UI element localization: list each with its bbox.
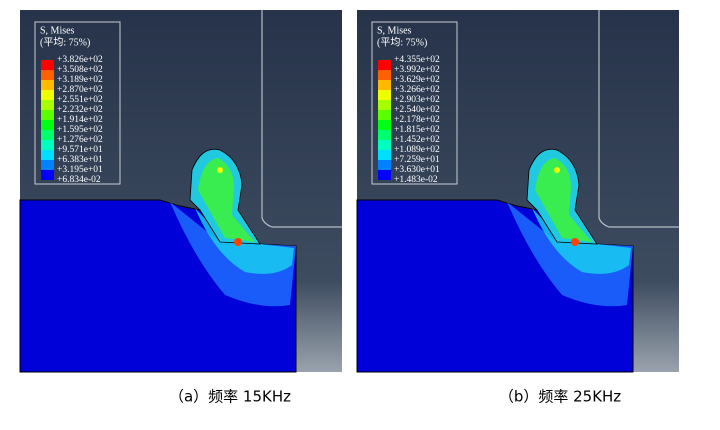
legend-label: +3.992e+02 — [394, 65, 440, 75]
legend-label: +2.551e+02 — [57, 95, 103, 105]
legend-label: +3.826e+02 — [57, 55, 103, 65]
legend-label: +6.834e-02 — [57, 175, 101, 185]
legend-swatch — [41, 130, 54, 140]
legend-label: +1.276e+02 — [57, 135, 103, 145]
legend-box — [34, 21, 121, 185]
legend-label: +1.815e+02 — [394, 125, 440, 135]
legend-label: +2.178e+02 — [394, 115, 440, 125]
chip-stress — [535, 158, 592, 242]
legend-swatch — [41, 110, 54, 120]
legend-label: +3.189e+02 — [57, 75, 103, 85]
legend-swatch — [378, 60, 391, 70]
legend-label: +2.540e+02 — [394, 105, 440, 115]
legend-swatch — [41, 70, 54, 80]
legend-swatch — [378, 170, 391, 180]
tool — [598, 10, 679, 228]
legend-swatch — [378, 100, 391, 110]
legend-label: +1.089e+02 — [394, 145, 440, 155]
legend-swatch — [41, 100, 54, 110]
legend-label: +1.914e+02 — [57, 115, 103, 125]
legend-label: +2.232e+02 — [57, 105, 103, 115]
hot-spot — [217, 167, 223, 173]
stress-zone — [195, 208, 294, 274]
caption: （a）频率 15KHz — [169, 388, 291, 406]
legend-swatch — [378, 90, 391, 100]
legend-swatch — [41, 120, 54, 130]
legend-label: +1.595e+02 — [57, 125, 103, 135]
legend-label: +6.383e+01 — [57, 155, 103, 165]
legend-subtitle: (平均: 75%) — [377, 36, 427, 48]
legend-swatch — [378, 110, 391, 120]
legend-swatch — [41, 60, 54, 70]
legend-swatch — [378, 80, 391, 90]
legend-swatch — [378, 130, 391, 140]
hot-spot — [554, 167, 560, 173]
legend-label: +3.629e+02 — [394, 75, 440, 85]
legend-swatch — [41, 90, 54, 100]
legend-label: +7.259e+01 — [394, 155, 440, 165]
legend-label: +2.870e+02 — [57, 85, 103, 95]
hot-spot — [571, 238, 579, 246]
legend-title: S, Mises — [377, 25, 412, 36]
legend-swatch — [378, 120, 391, 130]
legend-label: +4.355e+02 — [394, 55, 440, 65]
chip-stress — [198, 158, 255, 242]
legend-swatch — [41, 140, 54, 150]
legend-swatch — [378, 150, 391, 160]
legend-label: +3.630e+01 — [394, 165, 440, 175]
legend-label: +3.266e+02 — [394, 85, 440, 95]
legend-label: +3.508e+02 — [57, 65, 103, 75]
legend-swatch — [378, 160, 391, 170]
legend-box — [371, 21, 458, 185]
legend-swatch — [378, 140, 391, 150]
legend-swatch — [41, 170, 54, 180]
legend-swatch — [378, 70, 391, 80]
legend-title: S, Mises — [40, 25, 75, 36]
legend-label: +3.195e+01 — [57, 165, 103, 175]
legend-swatch — [41, 150, 54, 160]
stress-zone — [532, 208, 631, 274]
tool — [261, 10, 342, 228]
panel: S, Mises(平均: 75%)+4.355e+02+3.992e+02+3.… — [356, 10, 679, 373]
caption: （b）频率 25KHz — [499, 388, 621, 406]
legend-subtitle: (平均: 75%) — [40, 36, 90, 48]
legend-label: +1.483e-02 — [394, 175, 438, 185]
panel: S, Mises(平均: 75%)+3.826e+02+3.508e+02+3.… — [19, 10, 342, 373]
legend-label: +2.903e+02 — [394, 95, 440, 105]
legend-swatch — [41, 80, 54, 90]
legend-swatch — [41, 160, 54, 170]
legend-label: +1.452e+02 — [394, 135, 440, 145]
hot-spot — [234, 238, 242, 246]
legend-label: +9.571e+01 — [57, 145, 103, 155]
